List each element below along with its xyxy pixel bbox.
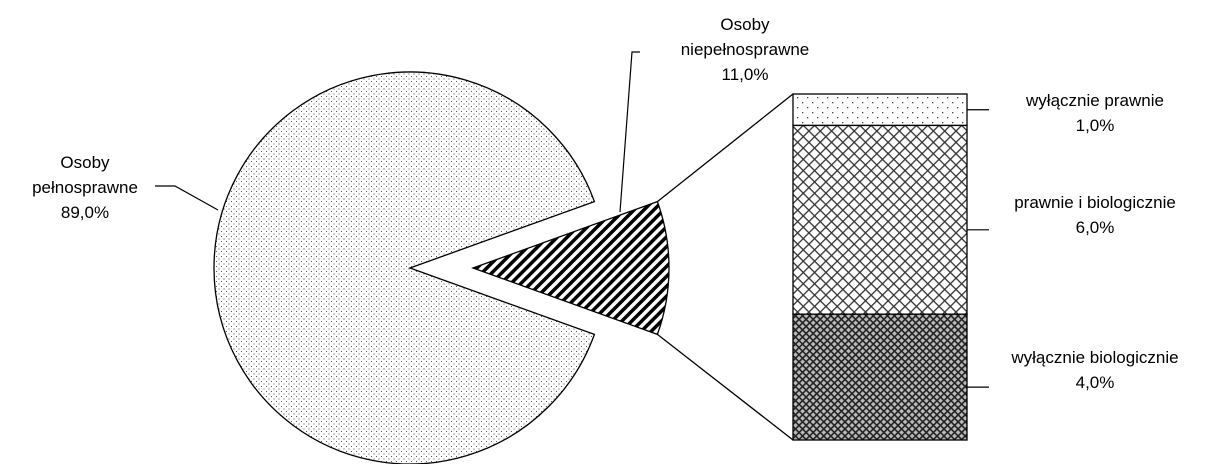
pie-slice (213, 71, 596, 464)
leader-line (155, 185, 219, 211)
value-label: 6,0% (1075, 218, 1115, 237)
bar-label: wyłącznie prawnie 1,0% (975, 88, 1215, 138)
bar-segment (792, 313, 968, 441)
value-label: 4,0% (1075, 373, 1115, 392)
value-label: 89,0% (60, 203, 110, 222)
value-label: 1,0% (1075, 116, 1115, 135)
category-label: wyłącznie prawnie (1026, 91, 1164, 110)
bar-segment (792, 124, 968, 315)
leader-line (619, 51, 640, 213)
pie-label: Osoby niepełnosprawne 11,0% (675, 12, 815, 87)
category-label: prawnie i biologicznie (1014, 193, 1176, 212)
bar-label: wyłącznie biologicznie 4,0% (975, 345, 1215, 395)
pie-label: Osoby pełnosprawne 89,0% (10, 150, 160, 225)
connector (657, 333, 794, 441)
bar-label: prawnie i biologicznie 6,0% (975, 190, 1215, 240)
bar-segment (792, 93, 968, 127)
category-label: wyłącznie biologicznie (1011, 348, 1179, 367)
category-label: Osoby niepełnosprawne (680, 15, 810, 59)
category-label: Osoby pełnosprawne (32, 153, 138, 197)
value-label: 11,0% (721, 65, 769, 84)
pie-slice (471, 200, 670, 336)
connector (657, 93, 794, 203)
